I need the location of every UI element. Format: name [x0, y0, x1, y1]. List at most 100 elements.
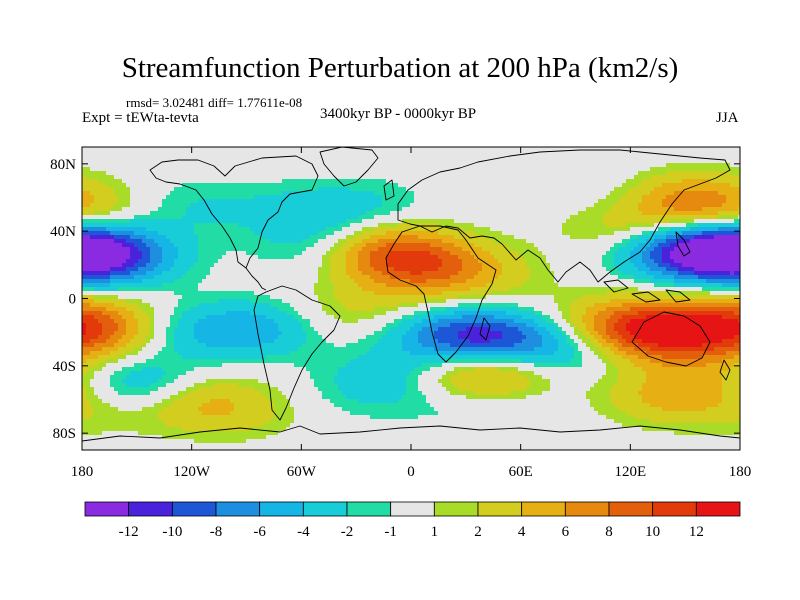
- field-cell: [106, 183, 111, 188]
- field-cell: [226, 243, 231, 248]
- field-cell: [342, 291, 347, 296]
- field-cell: [106, 199, 111, 204]
- field-cell: [270, 163, 275, 168]
- field-cell: [114, 419, 119, 424]
- field-cell: [258, 399, 263, 404]
- field-cell: [150, 295, 155, 300]
- field-cell: [130, 387, 135, 392]
- field-cell: [290, 275, 295, 280]
- field-cell: [102, 279, 107, 284]
- field-cell: [106, 279, 111, 284]
- field-cell: [298, 207, 303, 212]
- field-cell: [214, 415, 219, 420]
- field-cell: [134, 267, 139, 272]
- field-cell: [150, 235, 155, 240]
- field-cell: [134, 303, 139, 308]
- field-cell: [98, 287, 103, 292]
- field-cell: [106, 171, 111, 176]
- field-cell: [166, 319, 171, 324]
- field-cell: [170, 439, 175, 444]
- field-cell: [134, 375, 139, 380]
- field-cell: [198, 147, 203, 152]
- field-cell: [250, 299, 255, 304]
- field-cell: [186, 411, 191, 416]
- field-cell: [138, 315, 143, 320]
- field-cell: [234, 395, 239, 400]
- field-cell: [270, 419, 275, 424]
- field-cell: [302, 175, 307, 180]
- field-cell: [290, 439, 295, 444]
- field-cell: [150, 259, 155, 264]
- field-cell: [174, 239, 179, 244]
- field-cell: [162, 287, 167, 292]
- field-cell: [122, 163, 127, 168]
- field-cell: [338, 167, 343, 172]
- field-cell: [90, 231, 95, 236]
- field-cell: [230, 311, 235, 316]
- field-cell: [222, 363, 227, 368]
- field-cell: [282, 239, 287, 244]
- field-cell: [214, 255, 219, 260]
- field-cell: [182, 383, 187, 388]
- field-cell: [206, 435, 211, 440]
- field-cell: [222, 255, 227, 260]
- field-cell: [230, 335, 235, 340]
- field-cell: [294, 375, 299, 380]
- field-cell: [334, 287, 339, 292]
- field-cell: [238, 299, 243, 304]
- field-cell: [154, 347, 159, 352]
- field-cell: [146, 323, 151, 328]
- field-cell: [238, 291, 243, 296]
- field-cell: [150, 315, 155, 320]
- field-cell: [90, 399, 95, 404]
- field-cell: [182, 235, 187, 240]
- field-cell: [114, 167, 119, 172]
- field-cell: [86, 303, 91, 308]
- field-cell: [214, 259, 219, 264]
- field-cell: [330, 439, 335, 444]
- field-cell: [246, 207, 251, 212]
- field-cell: [102, 147, 107, 152]
- field-cell: [142, 315, 147, 320]
- field-cell: [90, 239, 95, 244]
- field-cell: [82, 427, 87, 432]
- field-cell: [90, 307, 95, 312]
- field-cell: [186, 447, 191, 450]
- field-cell: [290, 163, 295, 168]
- field-cell: [210, 171, 215, 176]
- field-cell: [210, 179, 215, 184]
- field-cell: [162, 415, 167, 420]
- field-cell: [270, 379, 275, 384]
- field-cell: [290, 159, 295, 164]
- field-cell: [194, 379, 199, 384]
- field-cell: [106, 387, 111, 392]
- field-cell: [258, 319, 263, 324]
- field-cell: [98, 303, 103, 308]
- field-cell: [166, 155, 171, 160]
- field-cell: [186, 171, 191, 176]
- field-cell: [250, 435, 255, 440]
- field-cell: [174, 319, 179, 324]
- field-cell: [242, 383, 247, 388]
- field-cell: [166, 359, 171, 364]
- field-cell: [314, 223, 319, 228]
- field-cell: [266, 355, 271, 360]
- field-cell: [186, 239, 191, 244]
- field-cell: [150, 403, 155, 408]
- field-cell: [146, 447, 151, 450]
- field-cell: [258, 307, 263, 312]
- field-cell: [334, 311, 339, 316]
- field-cell: [270, 343, 275, 348]
- field-cell: [218, 199, 223, 204]
- field-cell: [306, 331, 311, 336]
- field-cell: [326, 155, 331, 160]
- field-cell: [106, 419, 111, 424]
- field-cell: [138, 163, 143, 168]
- field-cell: [98, 307, 103, 312]
- field-cell: [206, 327, 211, 332]
- field-cell: [166, 391, 171, 396]
- field-cell: [206, 323, 211, 328]
- field-cell: [146, 163, 151, 168]
- field-cell: [318, 279, 323, 284]
- field-cell: [102, 251, 107, 256]
